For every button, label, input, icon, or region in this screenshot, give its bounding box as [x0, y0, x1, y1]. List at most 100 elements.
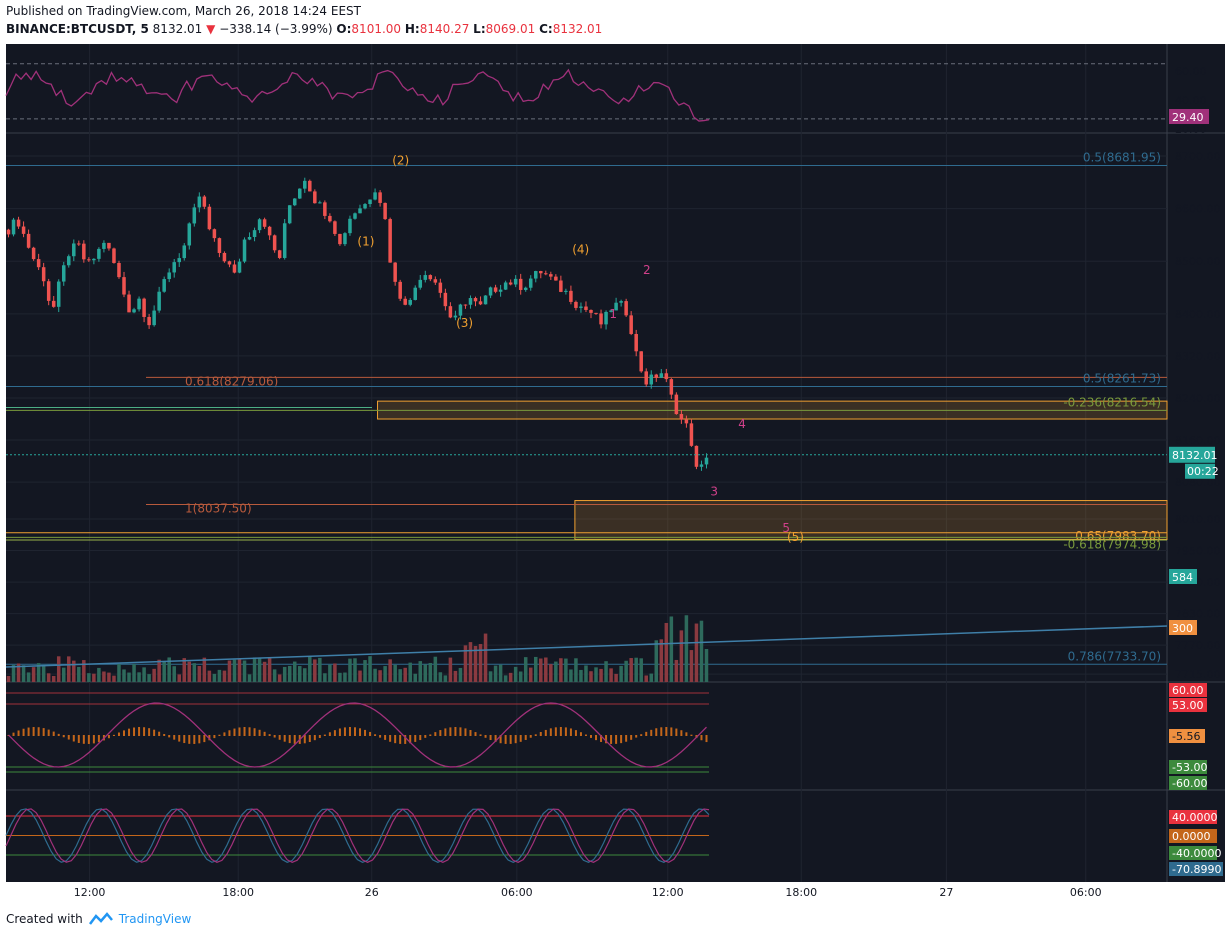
price-tick-6: 8160.00 [1175, 434, 1221, 447]
macd-hist-65 [333, 730, 336, 736]
macd-hist-30 [158, 731, 161, 736]
macd-hist-22 [117, 732, 120, 736]
volume-bar-112 [569, 669, 573, 682]
volume-bar-95 [483, 633, 488, 682]
volume-bar-27 [142, 667, 146, 682]
fib-label-3: -0.236(8216.54) [1063, 395, 1161, 409]
volume-ma-tag [1169, 620, 1197, 635]
macd-hist-108 [549, 728, 552, 736]
macd-hist-111 [564, 727, 567, 736]
published-line: Published on TradingView.com, March 26, … [6, 4, 361, 18]
macd-level-label-1: 53.00 [1172, 699, 1204, 712]
volume-trend-line [5, 625, 1168, 668]
candle-body-81 [413, 287, 418, 300]
candle-body-126 [639, 351, 643, 372]
macd-hist-135 [685, 732, 688, 736]
time-tick-1: 18:00 [222, 886, 254, 899]
fib-label-6: -0.618(7974.98) [1063, 537, 1161, 551]
macd-hist-80 [409, 735, 412, 744]
time-tick-4: 12:00 [652, 886, 684, 899]
candle-body-40 [207, 206, 212, 230]
macd-hist-100 [509, 735, 512, 744]
candle-body-133 [674, 394, 679, 415]
macd-hist-85 [434, 732, 437, 736]
stoch-last-tag [1169, 862, 1223, 876]
candle-body-72 [368, 199, 372, 205]
candle-body-63 [323, 202, 327, 216]
macd-hist-77 [394, 735, 397, 744]
macd-hist-86 [439, 730, 442, 736]
macd-hist-38 [198, 735, 201, 744]
volume-bar-131 [664, 622, 669, 682]
rsi-tick-2: 20.00 [1175, 123, 1207, 136]
candle-body-125 [634, 333, 638, 352]
candle-body-100 [508, 282, 513, 285]
candle-body-138 [699, 464, 704, 467]
time-tick-2: 26 [365, 886, 379, 899]
candle-body-99 [503, 282, 508, 290]
macd-hist-110 [559, 727, 562, 736]
candle-body-82 [418, 279, 423, 288]
candle-body-87 [443, 292, 448, 307]
footer: Created with TradingView [6, 912, 192, 926]
volume-bar-57 [292, 661, 297, 682]
macd-hist-136 [690, 734, 693, 736]
volume-bar-9 [51, 675, 56, 682]
candle-body-107 [544, 273, 548, 275]
macd-hist-106 [539, 732, 542, 736]
macd-hist-13 [72, 735, 75, 742]
volume-bar-53 [272, 669, 277, 682]
macd-hist-39 [203, 735, 206, 743]
macd-hist-52 [268, 734, 271, 736]
macd-last-tag [1169, 729, 1205, 743]
candle-body-23 [122, 277, 126, 295]
macd-hist-94 [479, 734, 482, 736]
volume-bar-117 [594, 667, 598, 682]
candle-body-1 [11, 219, 16, 235]
candle-body-110 [559, 280, 563, 292]
volume-bar-83 [423, 664, 428, 682]
candle-body-124 [629, 315, 633, 334]
candle-body-98 [498, 289, 503, 292]
candle-body-118 [599, 313, 603, 325]
volume-bar-65 [333, 663, 337, 682]
macd-hist-6 [37, 727, 40, 736]
macd-hist-112 [569, 728, 572, 736]
countdown-label: 00:22 [1187, 465, 1219, 478]
macd-line [8, 702, 707, 768]
candle-body-76 [388, 219, 392, 263]
macd-tag-2 [1169, 760, 1207, 774]
macd-hist-76 [389, 735, 392, 742]
macd-hist-84 [429, 734, 432, 736]
macd-hist-8 [47, 729, 50, 736]
macd-level-label-2: -53.00 [1172, 761, 1207, 774]
candle-body-48 [247, 236, 252, 240]
wave-label-7: 3 [710, 484, 718, 498]
volume-bar-105 [534, 656, 538, 682]
volume-bar-12 [67, 656, 71, 682]
volume-bar-98 [498, 664, 503, 682]
volume-bar-114 [579, 669, 583, 682]
volume-bar-73 [373, 668, 377, 682]
macd-hist-67 [343, 727, 346, 736]
candle-body-88 [448, 306, 453, 318]
macd-hist-27 [143, 727, 146, 736]
macd-hist-97 [494, 735, 497, 742]
macd-hist-32 [168, 735, 171, 738]
volume-bar-15 [82, 660, 86, 682]
price-tick-8: 8010.00 [1175, 513, 1221, 526]
candle-body-49 [252, 230, 257, 237]
volume-bar-101 [513, 666, 518, 682]
candle-body-96 [488, 287, 493, 296]
macd-hist-131 [665, 727, 668, 736]
fib-label-7: 0.786(7733.70) [1068, 649, 1161, 663]
candle-body-105 [534, 271, 538, 279]
high: 8140.27 [419, 22, 470, 36]
candle-body-113 [574, 301, 578, 308]
volume-bar-124 [629, 658, 633, 682]
volume-bar-60 [308, 656, 312, 682]
volume-bar-7 [41, 664, 46, 682]
volume-bar-20 [107, 672, 111, 682]
candle-body-130 [659, 373, 664, 378]
